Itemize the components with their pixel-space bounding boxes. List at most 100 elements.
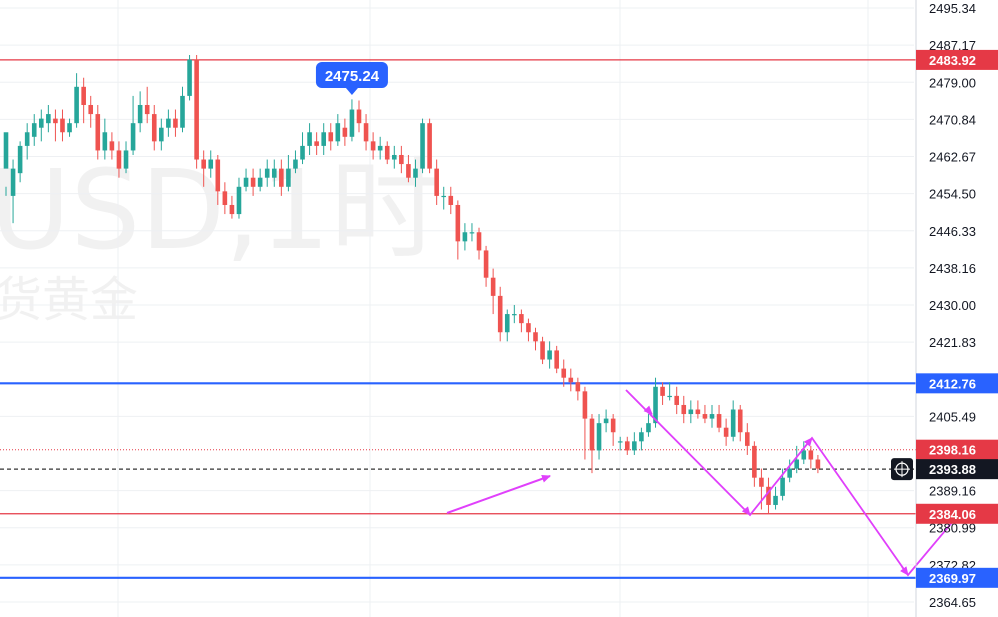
candle [144, 86, 150, 124]
candle [46, 104, 51, 133]
candle-body [264, 168, 270, 178]
path-arrowhead-2 [741, 506, 751, 516]
candle [137, 91, 143, 133]
high-annotation: 2475.24 [315, 62, 388, 95]
candle [497, 286, 503, 342]
candle [504, 309, 510, 342]
candle [752, 441, 757, 487]
crosshair-icon[interactable] [891, 458, 913, 481]
candle [215, 154, 221, 205]
candle-body [144, 104, 150, 115]
candle-body [151, 114, 157, 142]
candle-body [46, 114, 51, 124]
price-axis: 2495.34 2487.17 2479.00 2470.84 2462.67 2454.… [915, 0, 976, 617]
candle-body [286, 168, 291, 187]
candle-body [716, 414, 722, 428]
candle-body [328, 132, 334, 142]
candle-body [462, 232, 468, 242]
candle [31, 114, 37, 146]
candle-body [554, 350, 559, 369]
candle-body [547, 350, 552, 360]
candle-body [363, 123, 369, 142]
price-axis-tick-label: 2470.84 [929, 112, 976, 127]
candle [632, 432, 637, 455]
candle-body [392, 154, 397, 160]
candle-body [794, 459, 800, 469]
candle [413, 159, 418, 187]
candle [745, 423, 750, 455]
candle [321, 123, 326, 155]
drawn-arrows [446, 389, 966, 577]
candle [427, 118, 432, 174]
candle [109, 132, 115, 160]
price-label-text: 2412.76 [929, 376, 976, 391]
price-axis-tick-label: 2454.50 [929, 187, 976, 202]
candle [363, 114, 369, 151]
candle-body [173, 118, 178, 128]
candle-body [787, 468, 792, 478]
candle [660, 382, 665, 405]
candle-body [660, 386, 665, 396]
candle [53, 109, 58, 142]
candle [533, 327, 538, 351]
price-axis-tick-label: 2446.33 [929, 224, 976, 239]
candle-body [667, 395, 672, 398]
candle-body [215, 159, 221, 192]
candle [441, 186, 447, 210]
price-axis-tick-label: 2380.99 [929, 521, 976, 536]
candle-body [180, 95, 185, 128]
candle [462, 223, 468, 251]
candle-body [257, 177, 263, 187]
candle-body [356, 109, 362, 124]
price-axis-tick-label: 2364.65 [929, 595, 976, 610]
candle-body [208, 159, 214, 169]
candle-body [384, 145, 390, 160]
candle [286, 154, 291, 192]
candle [180, 86, 185, 133]
candle-body [399, 154, 404, 165]
candle-body [674, 395, 679, 405]
candle [377, 136, 383, 160]
candle-body [420, 123, 425, 169]
candle [406, 154, 411, 183]
price-label-bg [916, 373, 998, 394]
candle [356, 100, 362, 133]
candle-body [370, 141, 376, 151]
candle [773, 486, 778, 510]
path-arrowhead-4 [900, 566, 909, 576]
candle [624, 436, 630, 455]
candle [815, 454, 821, 474]
candle-body [737, 409, 743, 433]
candle [667, 382, 672, 401]
price-axis-tick-label: 2438.16 [929, 261, 976, 276]
candle-body [413, 168, 418, 178]
path-arrowhead-1 [643, 405, 653, 415]
candle-body [766, 486, 771, 505]
candle-body [773, 495, 778, 505]
candle [271, 159, 277, 187]
price-label-bg [916, 503, 998, 524]
candle [603, 409, 609, 433]
candle-body [624, 441, 630, 451]
candle-body [695, 409, 701, 415]
support-arrow [446, 474, 551, 514]
candle-body [759, 477, 764, 487]
candle [116, 141, 122, 178]
candle [582, 386, 588, 460]
candle-body [617, 441, 623, 443]
candle [469, 223, 475, 242]
candle [759, 468, 764, 510]
candle [222, 182, 228, 215]
candle-body [476, 232, 482, 251]
candle [554, 345, 559, 374]
candle-body [271, 168, 277, 178]
candle-body [349, 109, 355, 137]
candle [420, 118, 425, 174]
grid-lines [0, 0, 914, 617]
candle [737, 404, 743, 442]
candle-body [236, 186, 242, 215]
candle [370, 132, 376, 160]
candle [596, 414, 602, 460]
candle-body [222, 191, 228, 205]
